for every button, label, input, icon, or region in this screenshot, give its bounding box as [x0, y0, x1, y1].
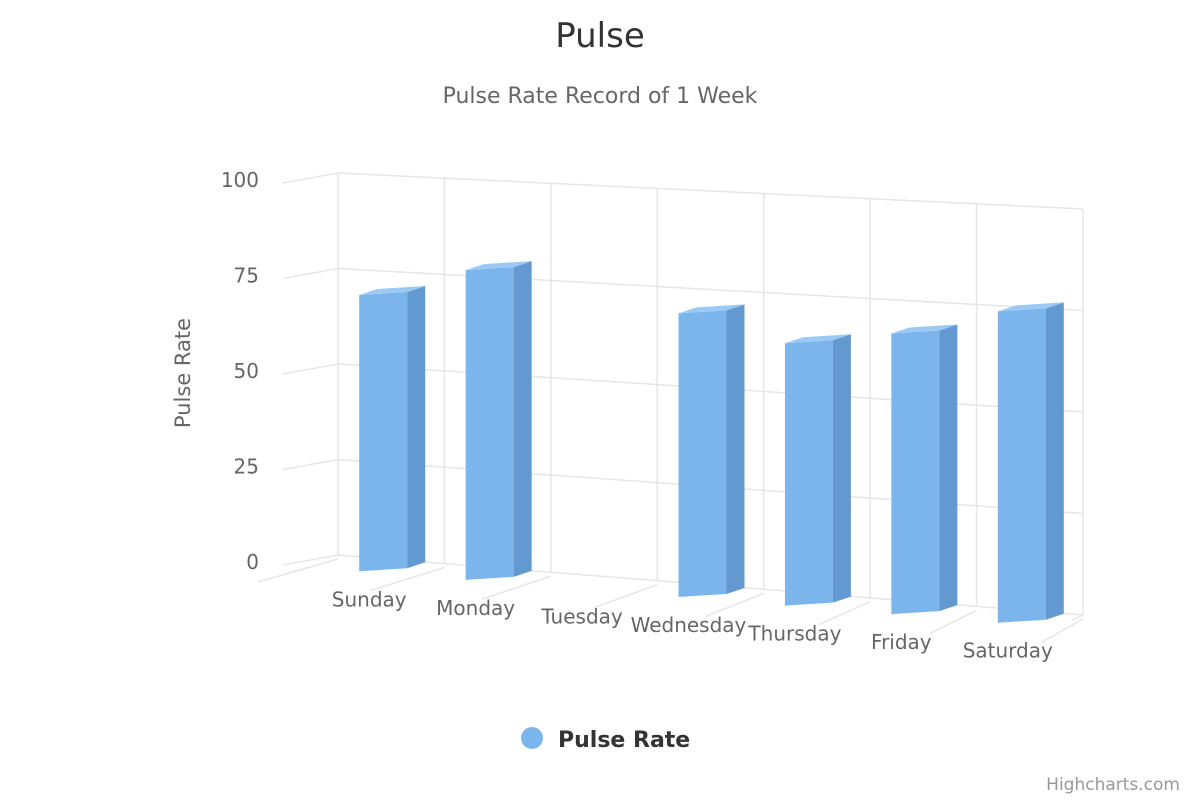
floor-gridline — [705, 592, 764, 617]
bar-top-face — [465, 261, 532, 271]
bar-top-face — [678, 304, 745, 314]
x-tick-label: Thursday — [747, 622, 841, 646]
bar[interactable] — [891, 324, 958, 615]
legend[interactable]: Pulse Rate — [521, 727, 690, 753]
bar[interactable] — [465, 261, 532, 580]
bar-side-face — [939, 324, 958, 612]
chart-title: Pulse — [555, 16, 645, 56]
floor-gridline — [257, 558, 339, 583]
bar-top-face — [784, 334, 851, 344]
bars — [359, 261, 1064, 623]
y-tick-label: 75 — [234, 264, 259, 288]
bar-top-face — [997, 302, 1064, 312]
gridline-left-stub — [282, 363, 339, 375]
x-tick-label: Friday — [871, 630, 932, 654]
x-tick-label: Monday — [436, 596, 515, 620]
bar-front-face — [784, 340, 833, 606]
y-tick-label: 25 — [234, 455, 259, 479]
y-tick-label: 50 — [234, 359, 259, 383]
x-tick-label: Saturday — [963, 639, 1053, 663]
x-tick-label: Sunday — [332, 587, 407, 611]
bar[interactable] — [784, 334, 851, 606]
floor-gridline — [593, 584, 658, 609]
gridline-left-stub — [282, 458, 339, 471]
y-ticks: 0 25 50 75 100 — [221, 168, 259, 574]
gridline-left-stub — [282, 172, 339, 184]
bar-side-face — [407, 286, 426, 569]
bar-top-face — [359, 286, 426, 296]
legend-marker — [521, 727, 543, 749]
bar-side-face — [726, 304, 745, 594]
x-ticks: Sunday Monday Tuesday Wednesday Thursday Frid… — [332, 587, 1053, 662]
bar-top-face — [891, 324, 958, 334]
bar-side-face — [513, 261, 532, 577]
bar-side-face — [1045, 302, 1064, 620]
bar-front-face — [678, 310, 727, 597]
bar[interactable] — [997, 302, 1064, 623]
bar[interactable] — [678, 304, 745, 597]
gridline-right-edge — [1071, 614, 1084, 621]
y-tick-label: 0 — [246, 550, 259, 574]
gridline-left-stub — [282, 267, 339, 280]
gridline-horizontal — [337, 172, 1084, 210]
gridline-horizontal — [337, 267, 1084, 312]
floor-gridline — [929, 609, 977, 635]
y-axis-label: Pulse Rate — [171, 318, 195, 428]
bar-front-face — [891, 330, 940, 615]
floor-gridline — [369, 566, 445, 592]
credits-link[interactable]: Highcharts.com — [1046, 775, 1180, 795]
floor-gridline — [817, 601, 871, 626]
x-tick-label: Wednesday — [631, 613, 747, 637]
bar-front-face — [997, 308, 1046, 623]
bar[interactable] — [359, 286, 426, 572]
chart-subtitle: Pulse Rate Record of 1 Week — [443, 84, 758, 109]
gridline-left-stub — [282, 554, 339, 566]
x-tick-label: Tuesday — [540, 604, 623, 628]
y-tick-label: 100 — [221, 168, 259, 192]
bar-side-face — [832, 334, 851, 603]
legend-label[interactable]: Pulse Rate — [558, 728, 690, 753]
floor-gridline — [481, 575, 552, 600]
floor-gridline — [1041, 618, 1084, 643]
bar-front-face — [465, 267, 514, 580]
bar-front-face — [359, 292, 408, 572]
